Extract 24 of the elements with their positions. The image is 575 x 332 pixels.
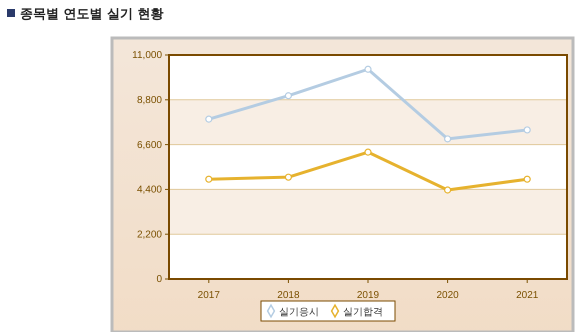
y-tick-label: 4,400	[136, 184, 162, 196]
y-tick-label: 6,600	[136, 140, 162, 151]
x-tick-label: 2019	[356, 290, 380, 301]
point	[284, 92, 292, 100]
point	[524, 126, 531, 134]
x-tick-label: 2020	[436, 290, 460, 301]
point	[205, 176, 212, 183]
y-tick-label: 8,800	[136, 95, 162, 106]
legend-label: 실기합격	[343, 307, 383, 318]
point	[444, 186, 452, 194]
point	[284, 174, 292, 181]
point	[364, 66, 372, 73]
y-tick-label: 11,000	[132, 50, 162, 62]
y-tick-label: 0	[156, 274, 162, 286]
chart-title: 종목별 연도별 실기 현황	[20, 7, 164, 22]
x-tick-label: 2021	[516, 290, 539, 301]
x-tick-label: 2017	[198, 290, 220, 301]
point	[524, 176, 531, 183]
point	[364, 148, 372, 156]
point	[444, 135, 452, 142]
point	[205, 116, 212, 123]
legend-label: 실기응시	[279, 307, 319, 318]
x-tick-label: 2018	[277, 290, 300, 301]
y-tick-label: 2,200	[136, 229, 162, 240]
